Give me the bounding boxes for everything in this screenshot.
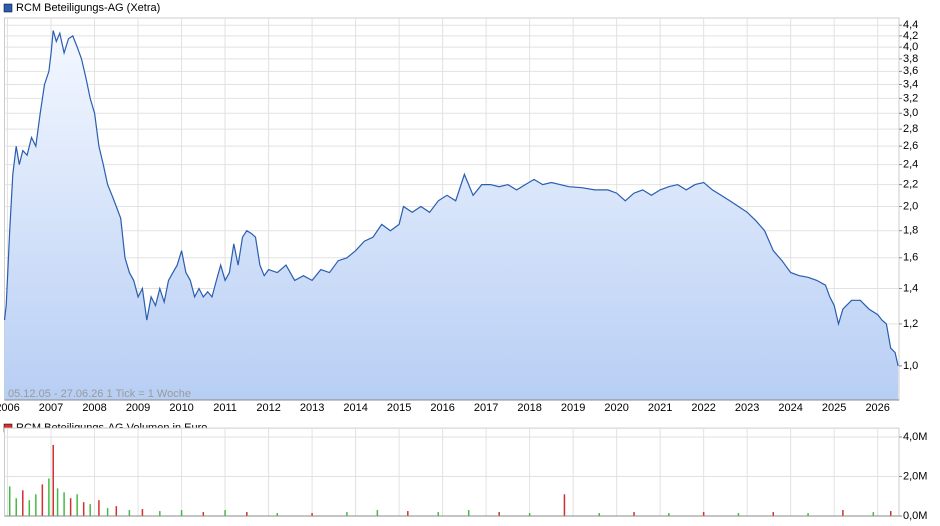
y-tick-label: 3,2 <box>903 92 918 104</box>
y-tick-label: 3,6 <box>903 65 918 77</box>
y-tick-label: 2,2 <box>903 178 918 190</box>
y-tick-label: 2,4 <box>903 158 918 170</box>
plot-area <box>4 427 900 517</box>
y-tick-label: 2,0M <box>903 470 927 482</box>
y-tick-label: 4,4 <box>903 19 918 31</box>
legend-swatch <box>3 3 13 13</box>
volume-bar <box>276 513 279 516</box>
x-tick-label: 2010 <box>169 402 193 414</box>
volume-bar <box>180 510 183 516</box>
volume-bar <box>76 494 78 516</box>
x-tick-label: 2020 <box>604 402 628 414</box>
x-tick-label: 2016 <box>430 402 454 414</box>
price-area <box>4 30 899 400</box>
volume-bar <box>224 510 226 516</box>
volume-bar <box>311 513 313 516</box>
volume-bar <box>668 513 670 516</box>
volume-bar <box>407 511 409 516</box>
y-tick-label: 1,6 <box>903 252 918 264</box>
x-tick-label: 2022 <box>691 402 715 414</box>
x-tick-label: 2024 <box>778 402 802 414</box>
x-tick-label: 2026 <box>865 402 889 414</box>
y-tick-label: 2,0 <box>903 200 918 212</box>
y-tick-label: 3,8 <box>903 53 918 65</box>
x-tick-label: 2015 <box>387 402 411 414</box>
volume-bar <box>141 509 144 516</box>
y-tick-label: 4,0 <box>903 41 918 53</box>
x-tick-label: 2021 <box>648 402 672 414</box>
volume-bar <box>376 510 379 516</box>
volume-bar <box>842 510 844 516</box>
x-tick-label: 2013 <box>300 402 324 414</box>
y-tick-label: 4,0M <box>903 431 927 443</box>
volume-bar <box>598 513 600 516</box>
x-tick-label: 2009 <box>126 402 150 414</box>
volume-bar <box>8 486 11 516</box>
y-tick-label: 1,4 <box>903 282 918 294</box>
volume-bar <box>702 512 705 516</box>
y-tick-label: 3,4 <box>903 78 918 90</box>
volume-bar <box>41 484 44 516</box>
volume-bar <box>772 512 775 516</box>
x-tick-label: 2008 <box>82 402 106 414</box>
x-tick-label: 2025 <box>822 402 846 414</box>
volume-bar <box>63 492 65 516</box>
volume-bar <box>106 508 109 516</box>
volume-bar <box>82 502 85 516</box>
volume-bar <box>28 500 31 516</box>
volume-bar <box>563 494 566 516</box>
y-tick-label: 4,2 <box>903 30 918 42</box>
volume-bar <box>346 512 348 516</box>
x-tick-label: 2007 <box>39 402 63 414</box>
volume-bar <box>467 510 470 516</box>
volume-bar <box>115 506 118 516</box>
volume-bar <box>807 513 809 516</box>
x-tick-label: 2011 <box>213 402 237 414</box>
volume-bar <box>35 494 37 516</box>
y-tick-label: 3,0 <box>903 107 918 119</box>
volume-bar <box>98 500 100 516</box>
x-tick-label: 2023 <box>735 402 759 414</box>
annotation: 05.12.05 - 27.06.26 1 Tick = 1 Woche <box>8 388 191 400</box>
x-tick-label: 2014 <box>343 402 367 414</box>
y-tick-label: 1,2 <box>903 318 918 330</box>
volume-bar <box>56 488 59 516</box>
volume-bar <box>89 504 91 516</box>
volume-bar <box>15 498 17 516</box>
volume-bar <box>159 511 161 516</box>
x-tick-label: 2017 <box>474 402 498 414</box>
volume-bar <box>246 512 248 516</box>
volume-bar <box>52 444 54 516</box>
y-tick-label: 1,8 <box>903 225 918 237</box>
volume-bar <box>872 512 875 516</box>
volume-bar <box>202 512 205 516</box>
volume-bar <box>889 511 892 516</box>
volume-bar <box>633 512 635 516</box>
y-tick-label: 2,8 <box>903 123 918 135</box>
volume-bar <box>48 478 50 516</box>
volume-bar <box>128 510 131 516</box>
y-tick-label: 2,6 <box>903 140 918 152</box>
y-tick-label: 0,0M <box>903 510 927 522</box>
x-tick-label: 2019 <box>561 402 585 414</box>
volume-bar <box>737 513 740 516</box>
y-tick-label: 1,0 <box>903 360 918 372</box>
x-tick-label: 2018 <box>517 402 541 414</box>
price-line <box>3 30 899 367</box>
x-tick-label: 2006 <box>0 402 20 414</box>
x-tick-label: 2012 <box>256 402 280 414</box>
volume-bar <box>437 512 440 516</box>
volume-bar <box>528 513 531 516</box>
volume-bar <box>22 490 24 516</box>
chart-title: RCM Beteiligungs-AG (Xetra) <box>16 2 160 14</box>
volume-bar <box>498 512 500 516</box>
volume-bar <box>69 498 72 516</box>
